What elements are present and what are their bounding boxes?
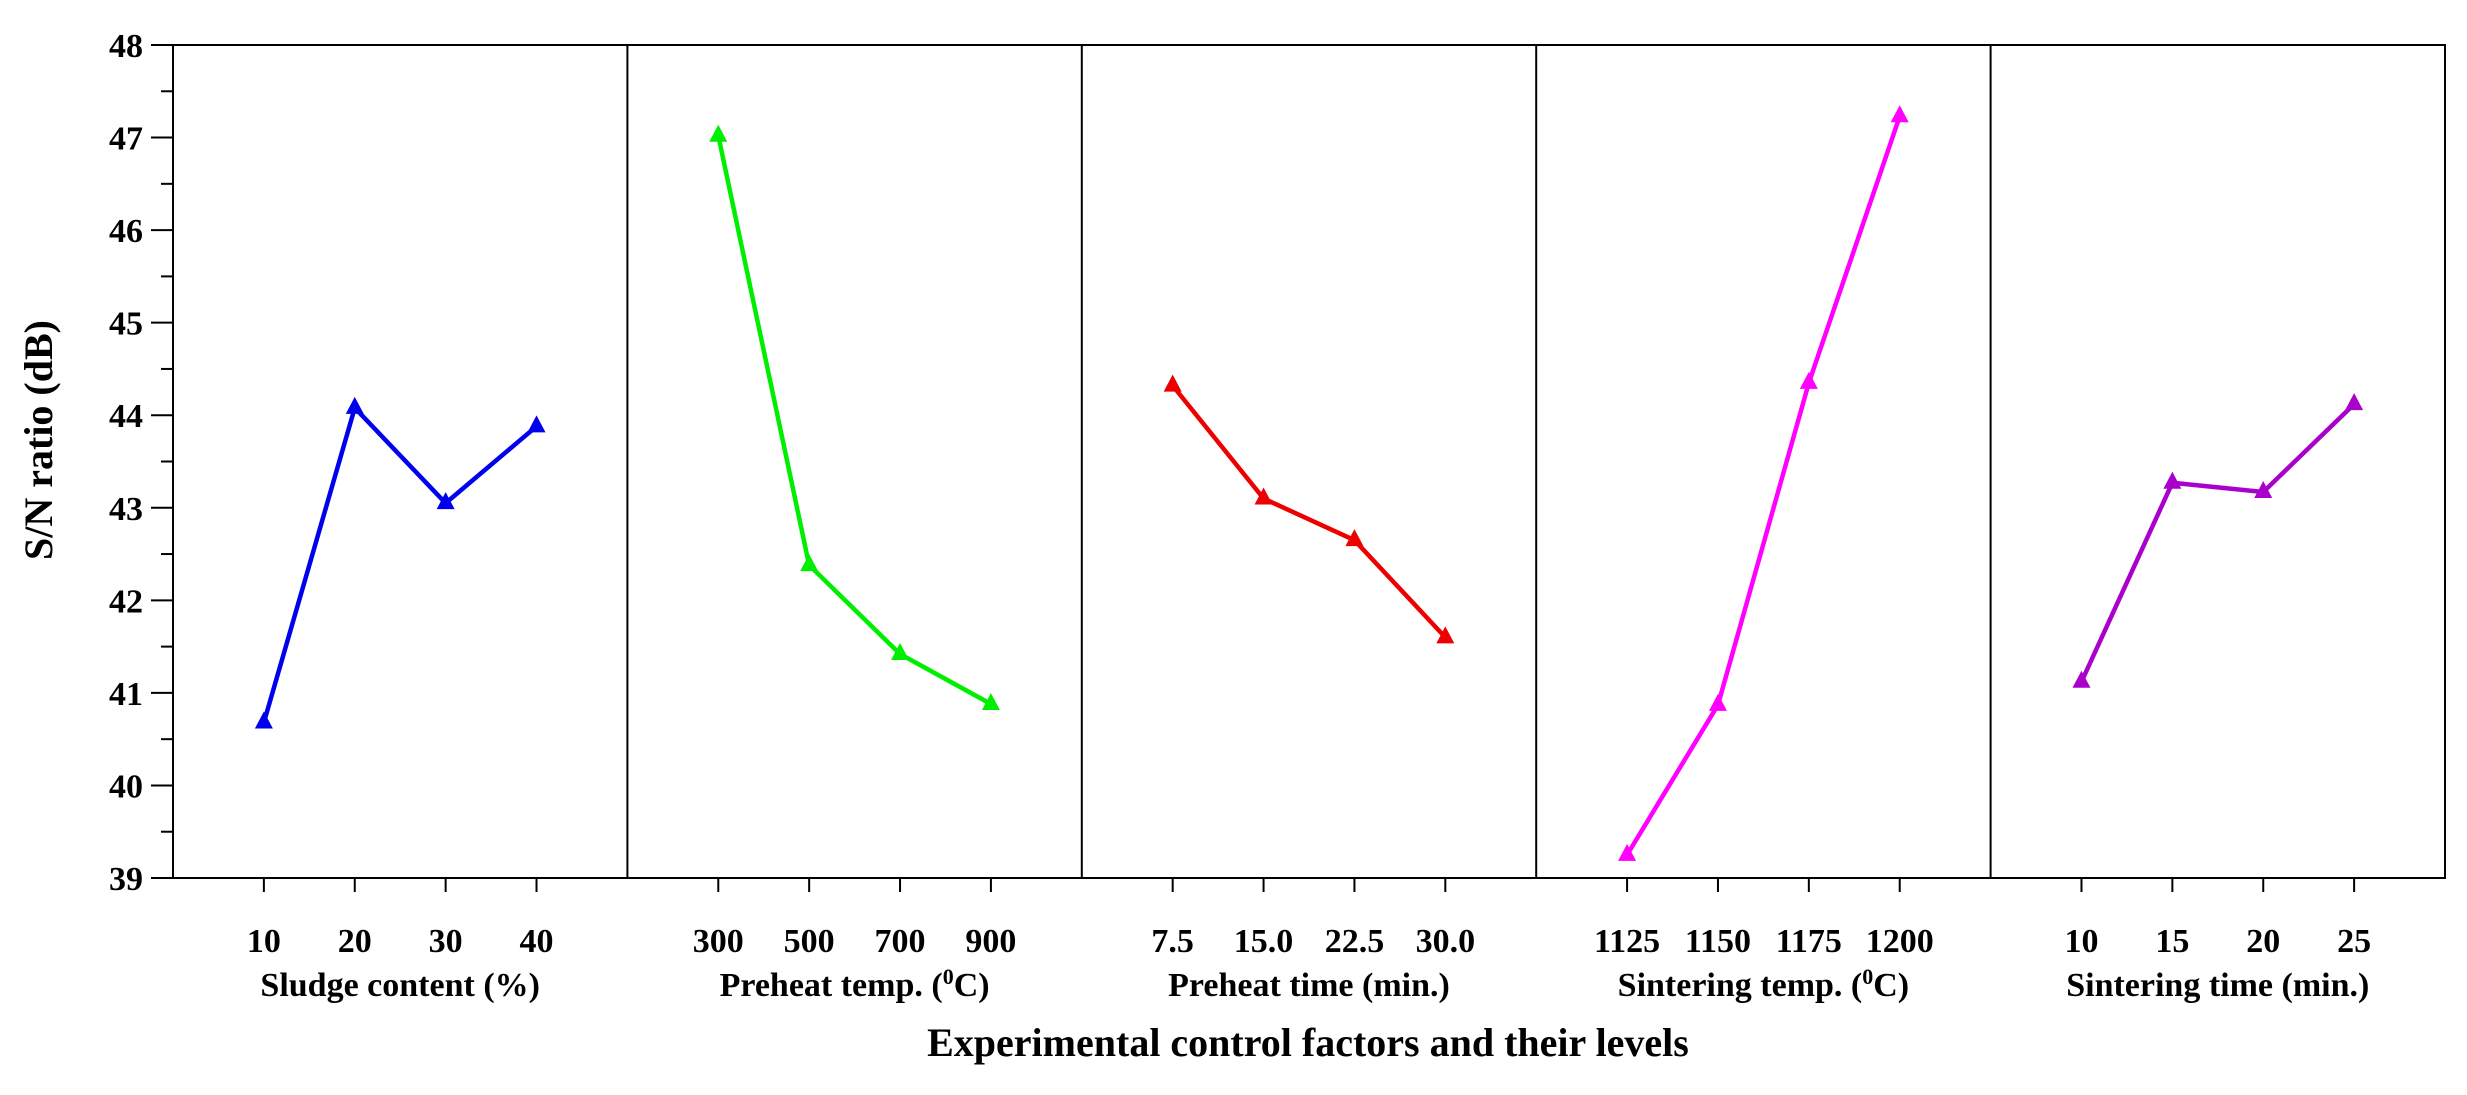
data-point-marker [1163,374,1182,392]
data-point-marker [436,492,455,510]
x-category-label: 7.5 [1151,923,1194,960]
y-tick-label: 40 [109,768,143,805]
panel-label-suffix: C) [954,967,990,1004]
series-line [1625,115,1902,857]
data-point-marker [2163,471,2182,489]
panel-label-text: Sludge content (%) [260,967,540,1004]
data-point-marker [2254,481,2273,499]
data-point-marker [2345,393,2364,411]
data-point-marker [800,554,819,572]
panel-label: Preheat temp. (0C) [720,964,990,1005]
x-category-label: 1150 [1685,923,1751,960]
x-category-label: 700 [875,923,926,960]
y-tick-label: 39 [109,861,143,898]
panel-label: Sludge content (%) [260,967,540,1004]
plot-border [172,44,2446,879]
x-category-label: 25 [2337,923,2371,960]
y-tick-label: 46 [109,213,143,250]
panel-series-5 [2072,393,2364,688]
x-category-label: 40 [520,923,554,960]
data-point-marker [1708,693,1727,711]
series-line [2079,402,2356,683]
x-category-label: 20 [338,923,372,960]
data-point-marker [527,415,546,433]
x-category-label: 1175 [1776,923,1842,960]
data-point-marker [1436,626,1455,644]
panel-label-text: Sintering temp. ( [1618,967,1863,1004]
series-layer [254,105,2364,861]
x-category-label: 22.5 [1325,923,1385,960]
data-point-marker [2072,670,2091,688]
panel-series-2 [709,124,1000,710]
data-point-marker [981,692,1000,710]
x-category-label: 15 [2155,923,2189,960]
x-axis-title: Experimental control factors and their l… [927,1020,1689,1065]
panel-label-text: Preheat time (min.) [1168,967,1450,1004]
y-tick-label: 43 [109,491,143,528]
panel-series-4 [1618,105,1909,861]
data-point-marker [345,396,364,414]
x-category-label: 300 [693,923,744,960]
y-tick-label: 44 [109,398,143,435]
panel-label-text: Preheat temp. ( [720,967,943,1004]
labels-layer: 39 40 41 42 43 44 45 46 47 48 10 20 30 40 Sludge conte… [109,28,2371,1004]
y-tick-label: 45 [109,306,143,343]
panel-label-suffix: C) [1873,967,1909,1004]
panel-series-1 [254,396,546,729]
x-category-label: 20 [2246,923,2280,960]
series-line [716,135,993,706]
x-category-label: 1125 [1594,923,1660,960]
x-category-label: 900 [965,923,1016,960]
panel-label-superscript: 0 [1862,964,1873,989]
data-point-marker [254,711,273,729]
series-line [1170,384,1447,639]
series-line [261,405,538,724]
y-tick-label: 47 [109,121,143,158]
panel-label: Preheat time (min.) [1168,967,1450,1004]
x-category-label: 30 [429,923,463,960]
x-category-label: 15.0 [1234,923,1294,960]
x-category-label: 500 [784,923,835,960]
y-tick-label: 42 [109,583,143,620]
panel-label-text: Sintering time (min.) [2066,967,2369,1004]
plot-frame [172,44,2446,879]
y-axis-title: S/N ratio (dB) [16,320,61,560]
data-point-marker [1799,371,1818,389]
data-point-marker [1618,843,1637,861]
x-category-label: 10 [2064,923,2098,960]
data-point-marker [1345,529,1364,547]
y-tick-label: 41 [109,676,143,713]
panel-label: Sintering temp. (0C) [1618,964,1909,1005]
panel-label-superscript: 0 [943,964,954,989]
axis-ticks [151,44,2356,892]
data-point-marker [891,643,910,661]
panel-series-3 [1163,374,1455,644]
x-category-label: 1200 [1866,923,1934,960]
y-tick-label: 48 [109,28,143,65]
data-point-marker [709,124,728,142]
data-point-marker [1890,105,1909,123]
panel-label: Sintering time (min.) [2066,967,2369,1004]
x-category-label: 30.0 [1416,923,1476,960]
x-category-label: 10 [247,923,281,960]
data-point-marker [1254,487,1273,505]
